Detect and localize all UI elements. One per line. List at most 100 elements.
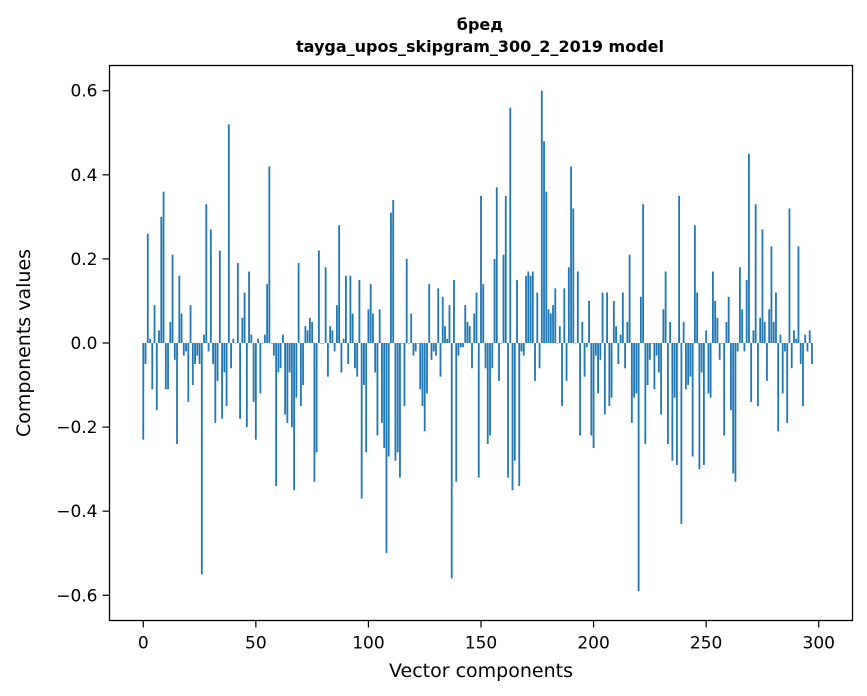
bar-225 xyxy=(648,343,651,360)
bar-200 xyxy=(592,343,595,449)
bar-254 xyxy=(714,300,717,343)
bar-134 xyxy=(444,326,446,343)
bar-256 xyxy=(718,343,721,360)
bar-6 xyxy=(155,343,158,411)
bar-224 xyxy=(646,343,649,386)
bar-60 xyxy=(277,343,280,373)
bar-247 xyxy=(698,343,701,470)
bar-103 xyxy=(374,343,377,373)
bar-274 xyxy=(759,317,762,343)
bar-97 xyxy=(360,343,363,499)
bar-124 xyxy=(421,343,424,407)
y-tick-label: −0.6 xyxy=(56,586,97,606)
bar-277 xyxy=(766,343,768,381)
bar-209 xyxy=(612,300,615,343)
bar-76 xyxy=(313,343,316,482)
x-tick-label: 150 xyxy=(465,634,497,654)
bar-165 xyxy=(513,343,516,461)
bar-44 xyxy=(241,317,244,343)
bar-242 xyxy=(687,343,690,386)
bar-117 xyxy=(405,258,408,343)
bar-14 xyxy=(173,343,176,360)
bar-239 xyxy=(680,343,683,524)
bar-156 xyxy=(493,258,496,343)
bar-218 xyxy=(633,343,635,398)
bar-160 xyxy=(502,254,505,343)
bar-267 xyxy=(743,343,746,352)
bar-77 xyxy=(315,343,318,453)
bar-26 xyxy=(200,343,203,575)
bar-219 xyxy=(635,343,638,394)
y-tick-label: 0.6 xyxy=(70,82,97,102)
bar-82 xyxy=(327,343,329,377)
bar-57 xyxy=(270,343,273,344)
bar-245 xyxy=(693,225,696,343)
bar-47 xyxy=(248,271,250,343)
bar-151 xyxy=(482,284,485,343)
bar-199 xyxy=(590,343,593,436)
x-axis-ticks: 0 50 100 150 200 250 300 xyxy=(138,620,835,654)
bar-263 xyxy=(734,343,737,482)
bar-20 xyxy=(187,343,190,402)
bar-152 xyxy=(484,343,487,369)
bar-285 xyxy=(784,343,786,352)
bar-283 xyxy=(779,334,782,343)
bar-4 xyxy=(151,343,154,390)
chart-subtitle: tayga_upos_skipgram_300_2_2019 model xyxy=(296,37,664,56)
plot-frame xyxy=(108,64,854,622)
bar-127 xyxy=(428,284,431,343)
bar-21 xyxy=(189,305,192,343)
x-tick-label: 50 xyxy=(245,634,267,654)
bar-70 xyxy=(299,343,302,407)
bar-258 xyxy=(723,343,726,436)
bar-205 xyxy=(603,343,606,415)
bar-75 xyxy=(311,321,314,343)
bar-221 xyxy=(639,296,642,343)
bar-89 xyxy=(342,338,345,343)
x-tick-label: 0 xyxy=(138,634,149,654)
bar-23 xyxy=(194,343,196,365)
bar-139 xyxy=(455,343,458,482)
bar-250 xyxy=(705,330,708,343)
bar-155 xyxy=(491,343,494,369)
bar-284 xyxy=(781,343,784,394)
bar-122 xyxy=(417,343,419,344)
bar-110 xyxy=(390,212,392,343)
bar-253 xyxy=(712,271,714,343)
bar-195 xyxy=(581,321,584,343)
bar-144 xyxy=(466,321,469,343)
bar-169 xyxy=(522,343,525,356)
bar-147 xyxy=(473,313,476,343)
bar-158 xyxy=(498,343,500,381)
bar-240 xyxy=(682,321,685,343)
bar-118 xyxy=(408,343,410,344)
bar-83 xyxy=(329,326,332,343)
bar-146 xyxy=(471,343,473,369)
bar-7 xyxy=(158,330,160,343)
bar-84 xyxy=(331,330,334,343)
chart-title: бред xyxy=(457,15,503,34)
bar-289 xyxy=(793,330,795,343)
bar-297 xyxy=(811,343,813,365)
bar-241 xyxy=(684,343,687,390)
bar-246 xyxy=(696,292,699,343)
bar-249 xyxy=(703,343,705,465)
bar-244 xyxy=(691,343,694,457)
bar-233 xyxy=(666,343,669,444)
bar-192 xyxy=(574,343,577,344)
bar-119 xyxy=(410,313,413,343)
bar-31 xyxy=(212,343,214,365)
bar-266 xyxy=(741,309,744,343)
x-tick-label: 300 xyxy=(803,634,835,654)
bar-27 xyxy=(203,334,205,343)
bar-294 xyxy=(804,334,807,343)
bar-227 xyxy=(653,343,656,390)
y-axis-ticks: −0.6 −0.4 −0.2 0.0 0.2 0.4 0.6 xyxy=(56,82,110,606)
bar-72 xyxy=(304,326,307,343)
bar-65 xyxy=(288,343,291,373)
bar-132 xyxy=(439,343,442,377)
bar-229 xyxy=(657,343,660,373)
bar-186 xyxy=(561,343,563,407)
bar-58 xyxy=(272,343,275,356)
bar-28 xyxy=(205,204,208,343)
